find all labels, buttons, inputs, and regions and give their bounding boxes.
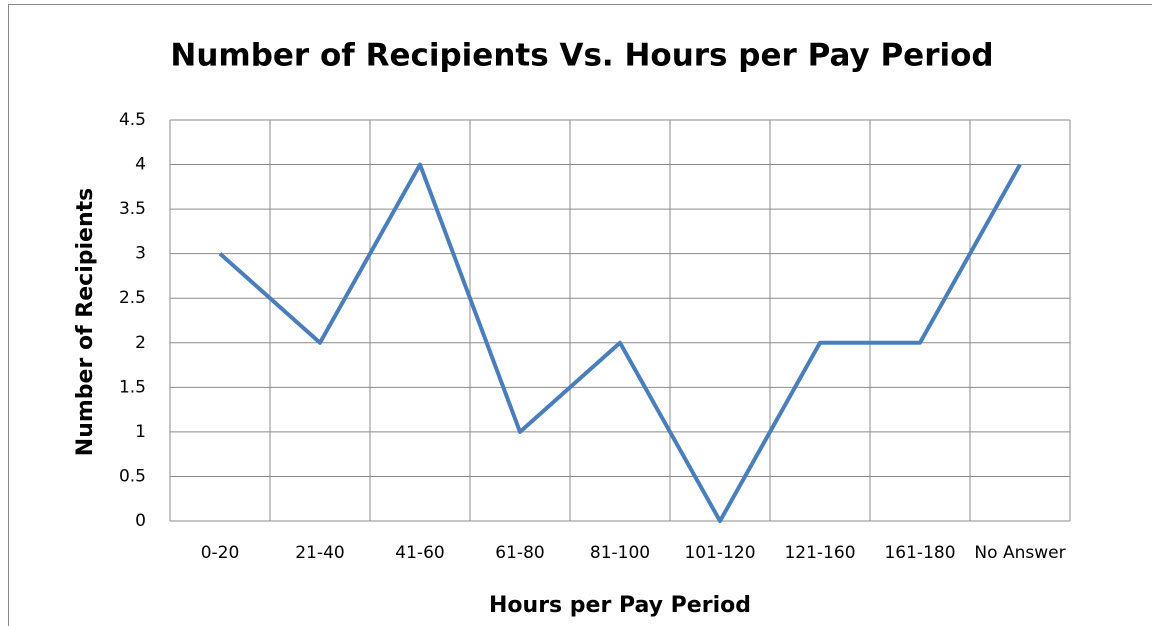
y-tick-label: 2.5 [119,288,146,308]
y-tick-label: 3.5 [119,199,146,219]
data-line [218,162,1022,523]
y-tick-label: 1 [135,422,146,442]
y-tick-label: 2 [135,333,146,353]
x-tick-label: 161-180 [884,543,955,563]
y-tick-label: 4 [135,155,146,175]
x-axis-label: Hours per Pay Period [489,593,751,618]
x-tick-label: 21-40 [295,543,344,563]
y-tick-label: 1.5 [119,377,146,397]
y-tick-label: 3 [135,244,146,264]
x-tick-label: 61-80 [495,543,544,563]
y-tick-label: 4.5 [119,110,146,130]
x-tick-label: 101-120 [684,543,755,563]
y-axis-label: Number of Recipients [73,188,98,456]
y-tick-label: 0 [135,511,146,531]
x-tick-label: 41-60 [395,543,444,563]
chart-border [8,4,1152,626]
x-tick-label: 121-160 [784,543,855,563]
chart-title: Number of Recipients Vs. Hours per Pay P… [170,38,993,74]
y-tick-label: 0.5 [119,466,146,486]
x-tick-label: No Answer [974,543,1065,563]
x-tick-label: 81-100 [590,543,650,563]
x-tick-label: 0-20 [201,543,240,563]
